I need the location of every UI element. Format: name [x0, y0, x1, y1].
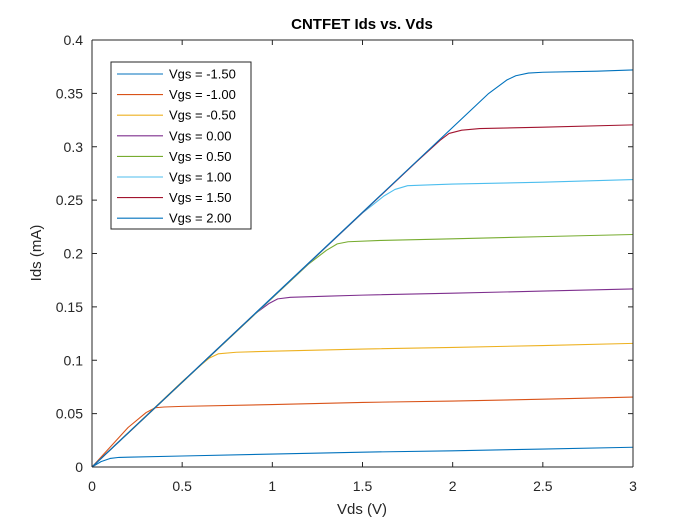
series-line-7 [91, 69, 634, 468]
y-tick-label: 0.05 [56, 406, 83, 422]
x-tick-label: 2 [449, 478, 457, 494]
legend-label-6: Vgs = 1.50 [169, 190, 232, 205]
series-line-5 [91, 178, 634, 468]
legend-label-2: Vgs = -0.50 [169, 108, 236, 123]
legend-box [110, 61, 252, 230]
x-tick-label: 0.5 [172, 478, 192, 494]
chart-title: CNTFET Ids vs. Vds [291, 16, 433, 33]
series-layer [91, 69, 634, 468]
y-tick-label: 0.1 [64, 352, 84, 368]
x-tick-label: 3 [629, 478, 637, 494]
legend-label-5: Vgs = 1.00 [169, 170, 232, 185]
legend: Vgs = -1.50 Vgs = -1.00 Vgs = -0.50 Vgs = 0… [110, 61, 252, 230]
x-tick-label: 2.5 [533, 478, 553, 494]
ticks-layer: 0 0.5 1 1.5 2 2.5 3 0 0.05 0.1 0.15 0.2 0.25 0.3 0.35 0… [56, 32, 637, 494]
x-tick-label: 0 [88, 478, 96, 494]
y-tick-label: 0 [75, 459, 83, 475]
series-line-4 [91, 233, 634, 468]
series-line-0 [91, 446, 634, 468]
legend-label-1: Vgs = -1.00 [169, 87, 236, 102]
y-tick-label: 0.3 [64, 139, 84, 155]
x-tick-label: 1.5 [353, 478, 373, 494]
x-axis-label: Vds (V) [337, 501, 387, 518]
y-tick-label: 0.4 [64, 32, 84, 48]
y-tick-label: 0.2 [64, 246, 84, 262]
legend-label-4: Vgs = 0.50 [169, 149, 232, 164]
x-tick-label: 1 [268, 478, 276, 494]
y-tick-label: 0.15 [56, 299, 83, 315]
legend-label-3: Vgs = 0.00 [169, 128, 232, 143]
y-axis-label: Ids (mA) [28, 225, 45, 282]
legend-label-0: Vgs = -1.50 [169, 67, 236, 82]
legend-label-7: Vgs = 2.00 [169, 211, 232, 226]
y-tick-label: 0.35 [56, 85, 83, 101]
y-tick-label: 0.25 [56, 192, 83, 208]
series-line-1 [91, 396, 634, 468]
series-line-3 [91, 288, 634, 468]
